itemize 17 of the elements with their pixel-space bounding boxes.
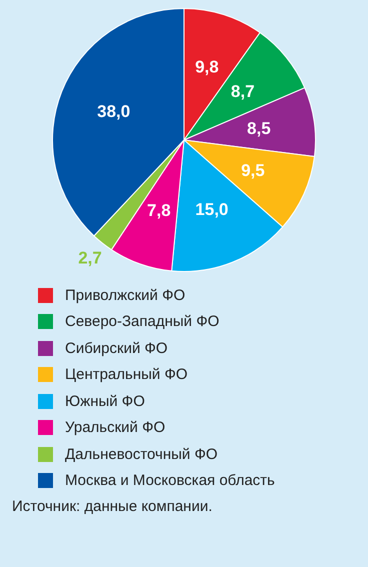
data-label: 2,7 (78, 248, 102, 268)
data-label: 7,8 (147, 200, 171, 220)
legend-label: Приволжский ФО (65, 286, 186, 304)
legend-label: Сибирский ФО (65, 340, 168, 357)
legend-label: Уральский ФО (65, 419, 166, 436)
data-label: 15,0 (195, 200, 228, 219)
legend-label: Южный ФО (65, 392, 145, 410)
data-label: 38,0 (97, 102, 130, 121)
legend-label: Дальневосточный ФО (65, 446, 218, 463)
data-label: 9,5 (241, 160, 265, 180)
legend-label: Центральный ФО (65, 366, 188, 384)
legend-label: Москва и Московская область (65, 472, 275, 490)
data-label: 8,5 (247, 119, 271, 138)
data-label: 9,8 (195, 58, 219, 77)
text: Источник: данные компании. (12, 498, 214, 515)
legend-label: Северо-Западный ФО (65, 313, 220, 330)
data-label: 8,7 (230, 82, 255, 102)
